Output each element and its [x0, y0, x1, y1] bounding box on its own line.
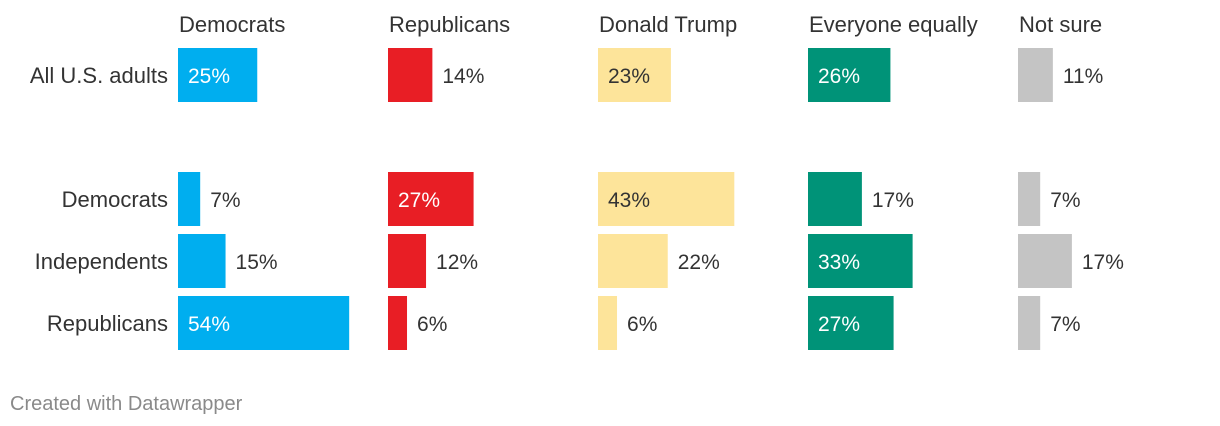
value-label: 43% — [608, 189, 650, 212]
column-headers: Democrats Republicans Donald Trump Everyone… — [179, 12, 1102, 37]
row-label: Democrats — [62, 187, 168, 212]
bar — [598, 234, 668, 288]
bar — [1018, 172, 1041, 226]
row-labels: All U.S. adults Democrats Independents Repu… — [30, 63, 168, 336]
bar — [808, 172, 862, 226]
bar — [1018, 234, 1072, 288]
bar — [598, 48, 671, 102]
bar — [598, 296, 618, 350]
bar — [388, 234, 427, 288]
bar — [388, 296, 408, 350]
bar — [388, 48, 433, 102]
value-label: 11% — [1063, 65, 1103, 88]
bar — [808, 48, 891, 102]
bars — [178, 48, 1072, 350]
value-label: 14% — [442, 65, 484, 88]
value-label: 7% — [1050, 313, 1080, 336]
bar — [1018, 296, 1041, 350]
value-label: 27% — [818, 313, 860, 336]
value-label: 6% — [627, 313, 657, 336]
value-label: 7% — [1050, 189, 1080, 212]
column-header: Donald Trump — [599, 12, 737, 37]
credit-text: Created with Datawrapper — [10, 393, 243, 415]
column-header: Everyone equally — [809, 12, 978, 37]
bar — [388, 172, 474, 226]
value-label: 6% — [417, 313, 447, 336]
row-label: All U.S. adults — [30, 63, 168, 88]
column-header: Democrats — [179, 12, 285, 37]
bar — [598, 172, 735, 226]
value-label: 15% — [236, 251, 278, 274]
value-label: 17% — [1082, 251, 1124, 274]
bar — [808, 296, 894, 350]
value-label: 27% — [398, 189, 440, 212]
row-label: Independents — [35, 249, 168, 274]
row-label: Republicans — [47, 311, 168, 336]
value-label: 17% — [872, 189, 914, 212]
bar — [178, 296, 350, 350]
value-label: 25% — [188, 65, 230, 88]
value-label: 12% — [436, 251, 478, 274]
bar — [178, 234, 226, 288]
value-label: 7% — [210, 189, 240, 212]
bar — [178, 172, 201, 226]
value-label: 22% — [678, 251, 720, 274]
value-label: 23% — [608, 65, 650, 88]
value-label: 33% — [818, 251, 860, 274]
value-labels: 25% 7% 15% 54% 14% 27% 12% 6% 23% 43% 22% 6% 26% 17% 3… — [188, 65, 1124, 336]
bar — [178, 48, 258, 102]
column-header: Not sure — [1019, 12, 1102, 37]
value-label: 26% — [818, 65, 860, 88]
value-label: 54% — [188, 313, 230, 336]
column-header: Republicans — [389, 12, 510, 37]
bar — [808, 234, 913, 288]
bar — [1018, 48, 1053, 102]
